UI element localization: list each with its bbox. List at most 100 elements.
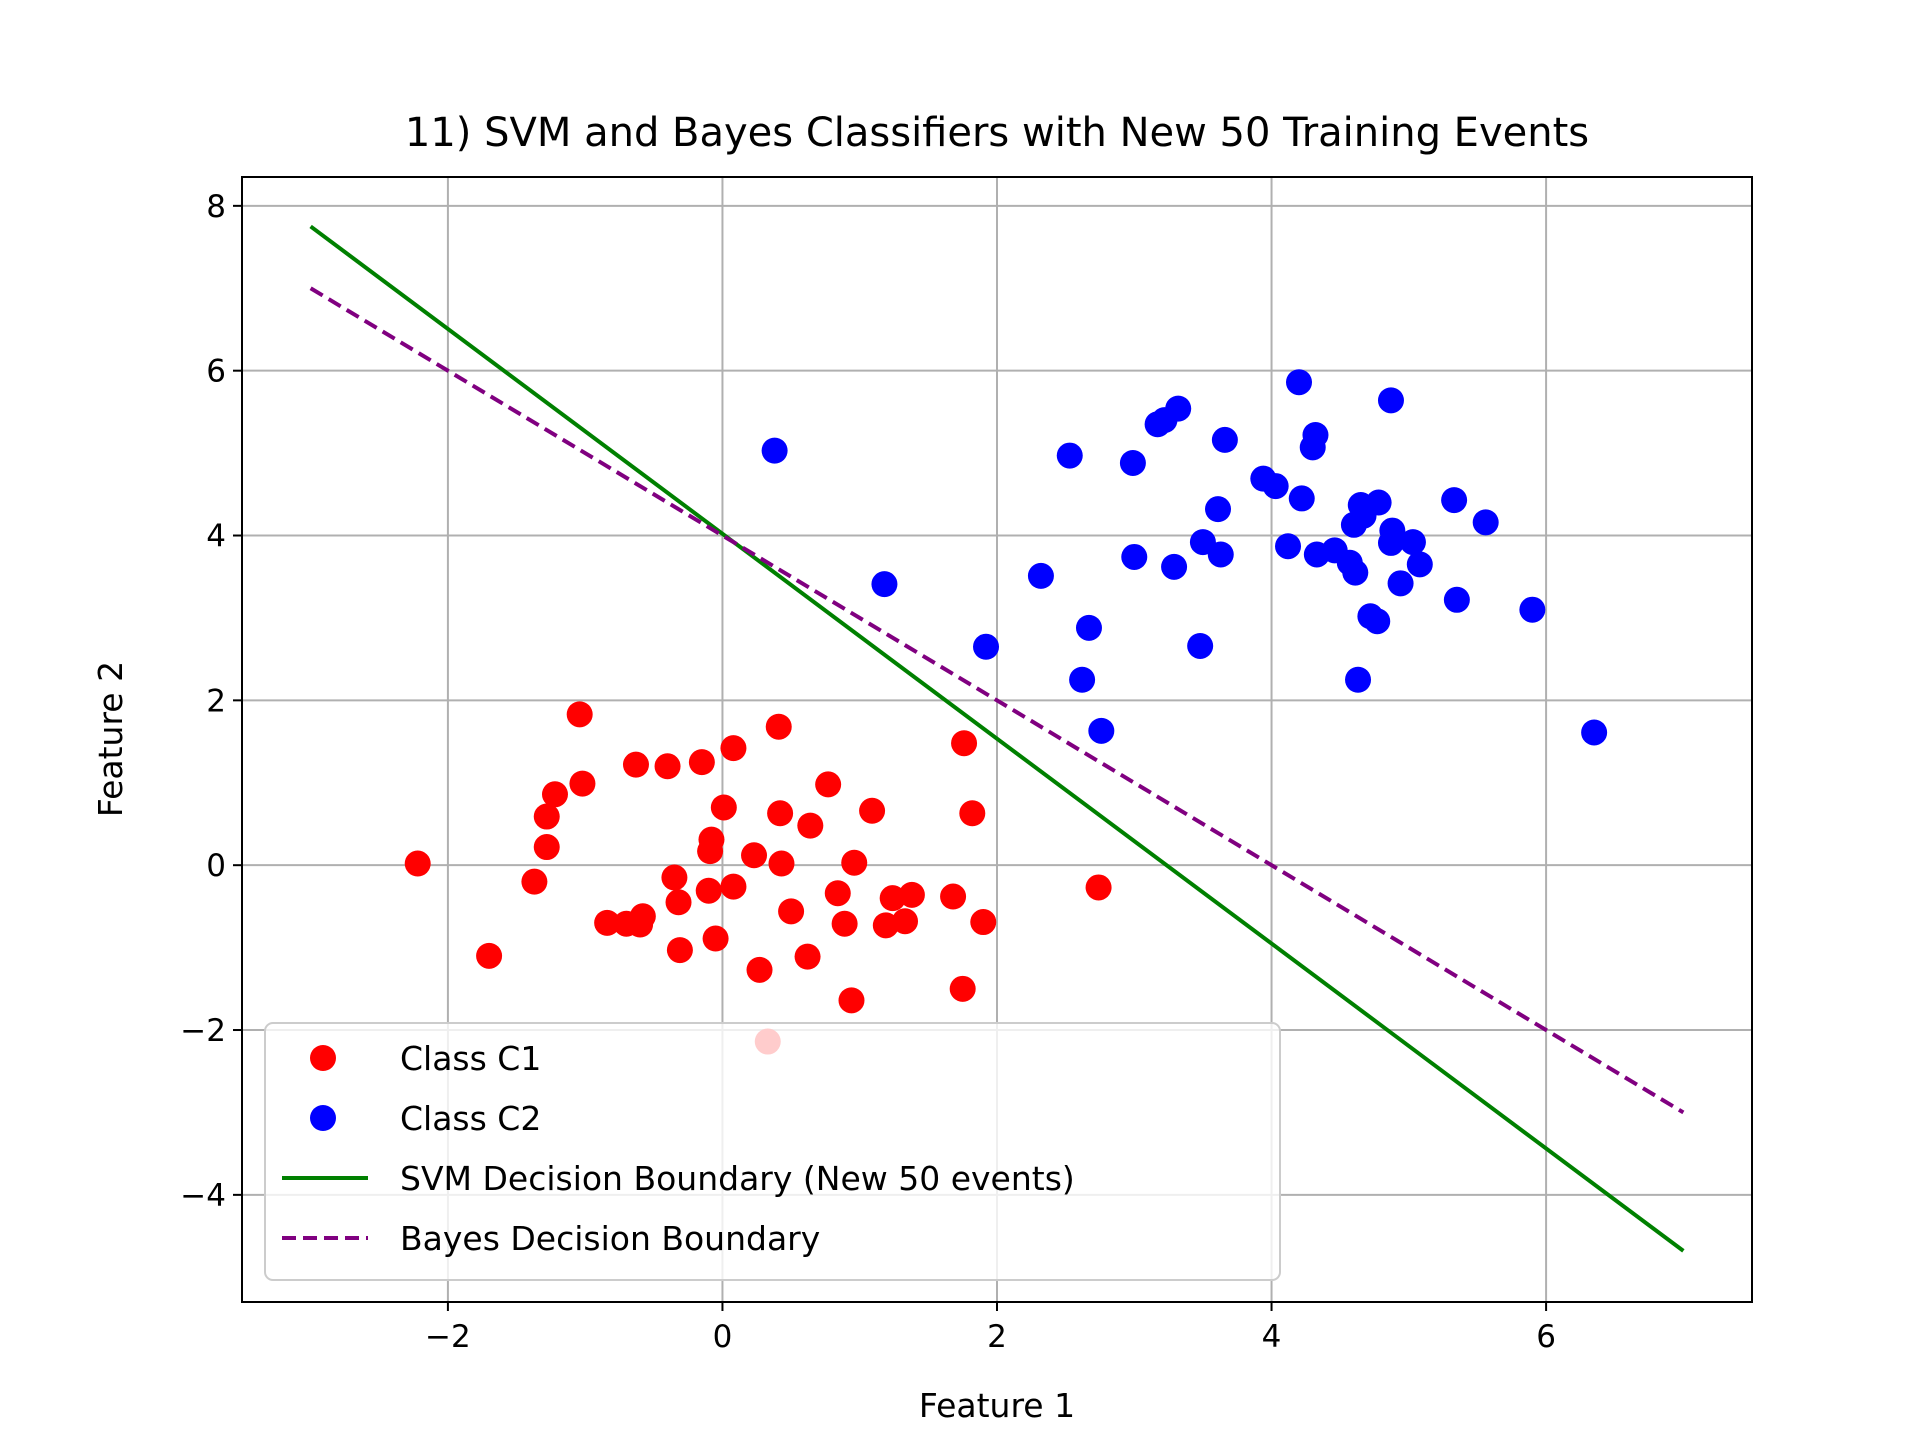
class-c2-point [1345,666,1372,693]
class-c2-point [1187,632,1214,659]
svm-boundary-line [309,224,1685,1253]
class-c1-point [476,942,503,969]
class-c1-point [746,956,773,983]
class-c1-point [661,864,688,891]
class-c1-point [898,881,925,908]
class-c2-point [973,633,1000,660]
class-c1-point [741,842,768,869]
class-c1-point [654,753,681,780]
y-tick-label: 4 [206,519,226,555]
class-c1-point [533,803,560,830]
x-tick-label: 6 [1536,1319,1556,1355]
class-c1-point [959,800,986,827]
class-c2-point [1088,717,1115,744]
legend-label-svm: SVM Decision Boundary (New 50 events) [400,1159,1075,1198]
class-c1-point [622,751,649,778]
class-c1-point [533,834,560,861]
axis-ticks: −2 0 2 4 6 −4 −2 0 2 4 6 8 [180,189,1556,1355]
class-c1-point [841,849,868,876]
class-c1-point [892,908,919,935]
data-points [404,369,1608,1055]
class-c2-point [1377,387,1404,414]
class-c1-point [702,925,729,952]
chart-title: 11) SVM and Bayes Classifiers with New 5… [405,110,1589,156]
class-c2-point [1075,614,1102,641]
class-c1-point [831,910,858,937]
class-c1-point [594,909,621,936]
class-c1-point [569,770,596,797]
class-c2-point [1443,586,1470,613]
class-c1-point [859,797,886,824]
class-c2-point [1288,485,1315,512]
y-tick-label: −4 [180,1178,226,1214]
class-c1-point [794,943,821,970]
y-tick-label: −2 [180,1013,226,1049]
y-tick-label: 8 [206,189,226,225]
class-c1-point [815,771,842,798]
class-c2-point [871,571,898,598]
x-tick-label: 4 [1262,1319,1282,1355]
class-c1-point [797,812,824,839]
class-c2-point [1027,562,1054,589]
class-c1-point [404,850,431,877]
legend-label-class-c1: Class C1 [400,1039,541,1078]
class-c2-point [1069,666,1096,693]
class-c1-point [778,898,805,925]
class-c1-point [710,794,737,821]
bayes-boundary-line [309,286,1685,1115]
class-c1-point [765,713,792,740]
class-c2-point [1207,541,1234,568]
class-c2-point [1472,509,1499,536]
class-c1-point [666,937,693,964]
class-c1-point [698,826,725,853]
class-c2-point [1119,449,1146,476]
class-c2-point [1056,442,1083,469]
class-c1-point [824,880,851,907]
y-axis-label: Feature 2 [91,661,130,817]
class-c2-point [1286,369,1312,396]
class-c1-point [720,873,747,900]
class-c2-point [1441,487,1468,514]
class-c2-point [1205,496,1232,523]
class-c2-point [1387,570,1414,597]
class-c2-point [1406,551,1433,578]
class-c1-point [629,903,656,930]
class-c2-point [1581,719,1608,746]
class-c1-point [720,735,747,762]
class-c2-point [1302,421,1329,448]
class-c2-point [1379,517,1406,544]
class-c2-point [1262,473,1289,500]
class-c1-point [879,885,906,912]
class-c2-point [1161,553,1188,580]
class-c2-point [761,437,788,464]
legend-label-class-c2: Class C2 [400,1099,541,1138]
class-c1-point [767,800,794,827]
legend-box [264,1022,1281,1281]
class-c2-point [1342,559,1369,586]
class-c1-point [665,889,692,916]
class-c2-point [1365,489,1392,516]
class-c1-point [1085,874,1112,901]
class-c1-point [688,749,715,776]
legend-marker-class-c1 [310,1045,336,1071]
legend: Class C1 Class C2 SVM Decision Boundary … [264,1022,1281,1281]
decision-boundaries [309,224,1685,1253]
y-tick-label: 2 [206,683,226,719]
class-c1-point [566,701,593,728]
class-c2-point [1275,533,1302,560]
class-c2-point [1121,543,1148,570]
class-c1-point [970,909,997,936]
y-tick-label: 0 [206,848,226,884]
class-c2-point [1211,426,1238,453]
class-c2-point [1165,395,1192,422]
x-tick-label: 0 [713,1319,733,1355]
class-c1-point [838,987,865,1014]
class-c1-point [940,883,967,910]
legend-marker-class-c2 [310,1105,336,1131]
legend-label-bayes: Bayes Decision Boundary [400,1219,820,1258]
x-tick-label: −2 [425,1319,471,1355]
x-tick-label: 2 [987,1319,1007,1355]
class-c1-point [951,730,978,757]
class-c2-point [1364,608,1391,635]
